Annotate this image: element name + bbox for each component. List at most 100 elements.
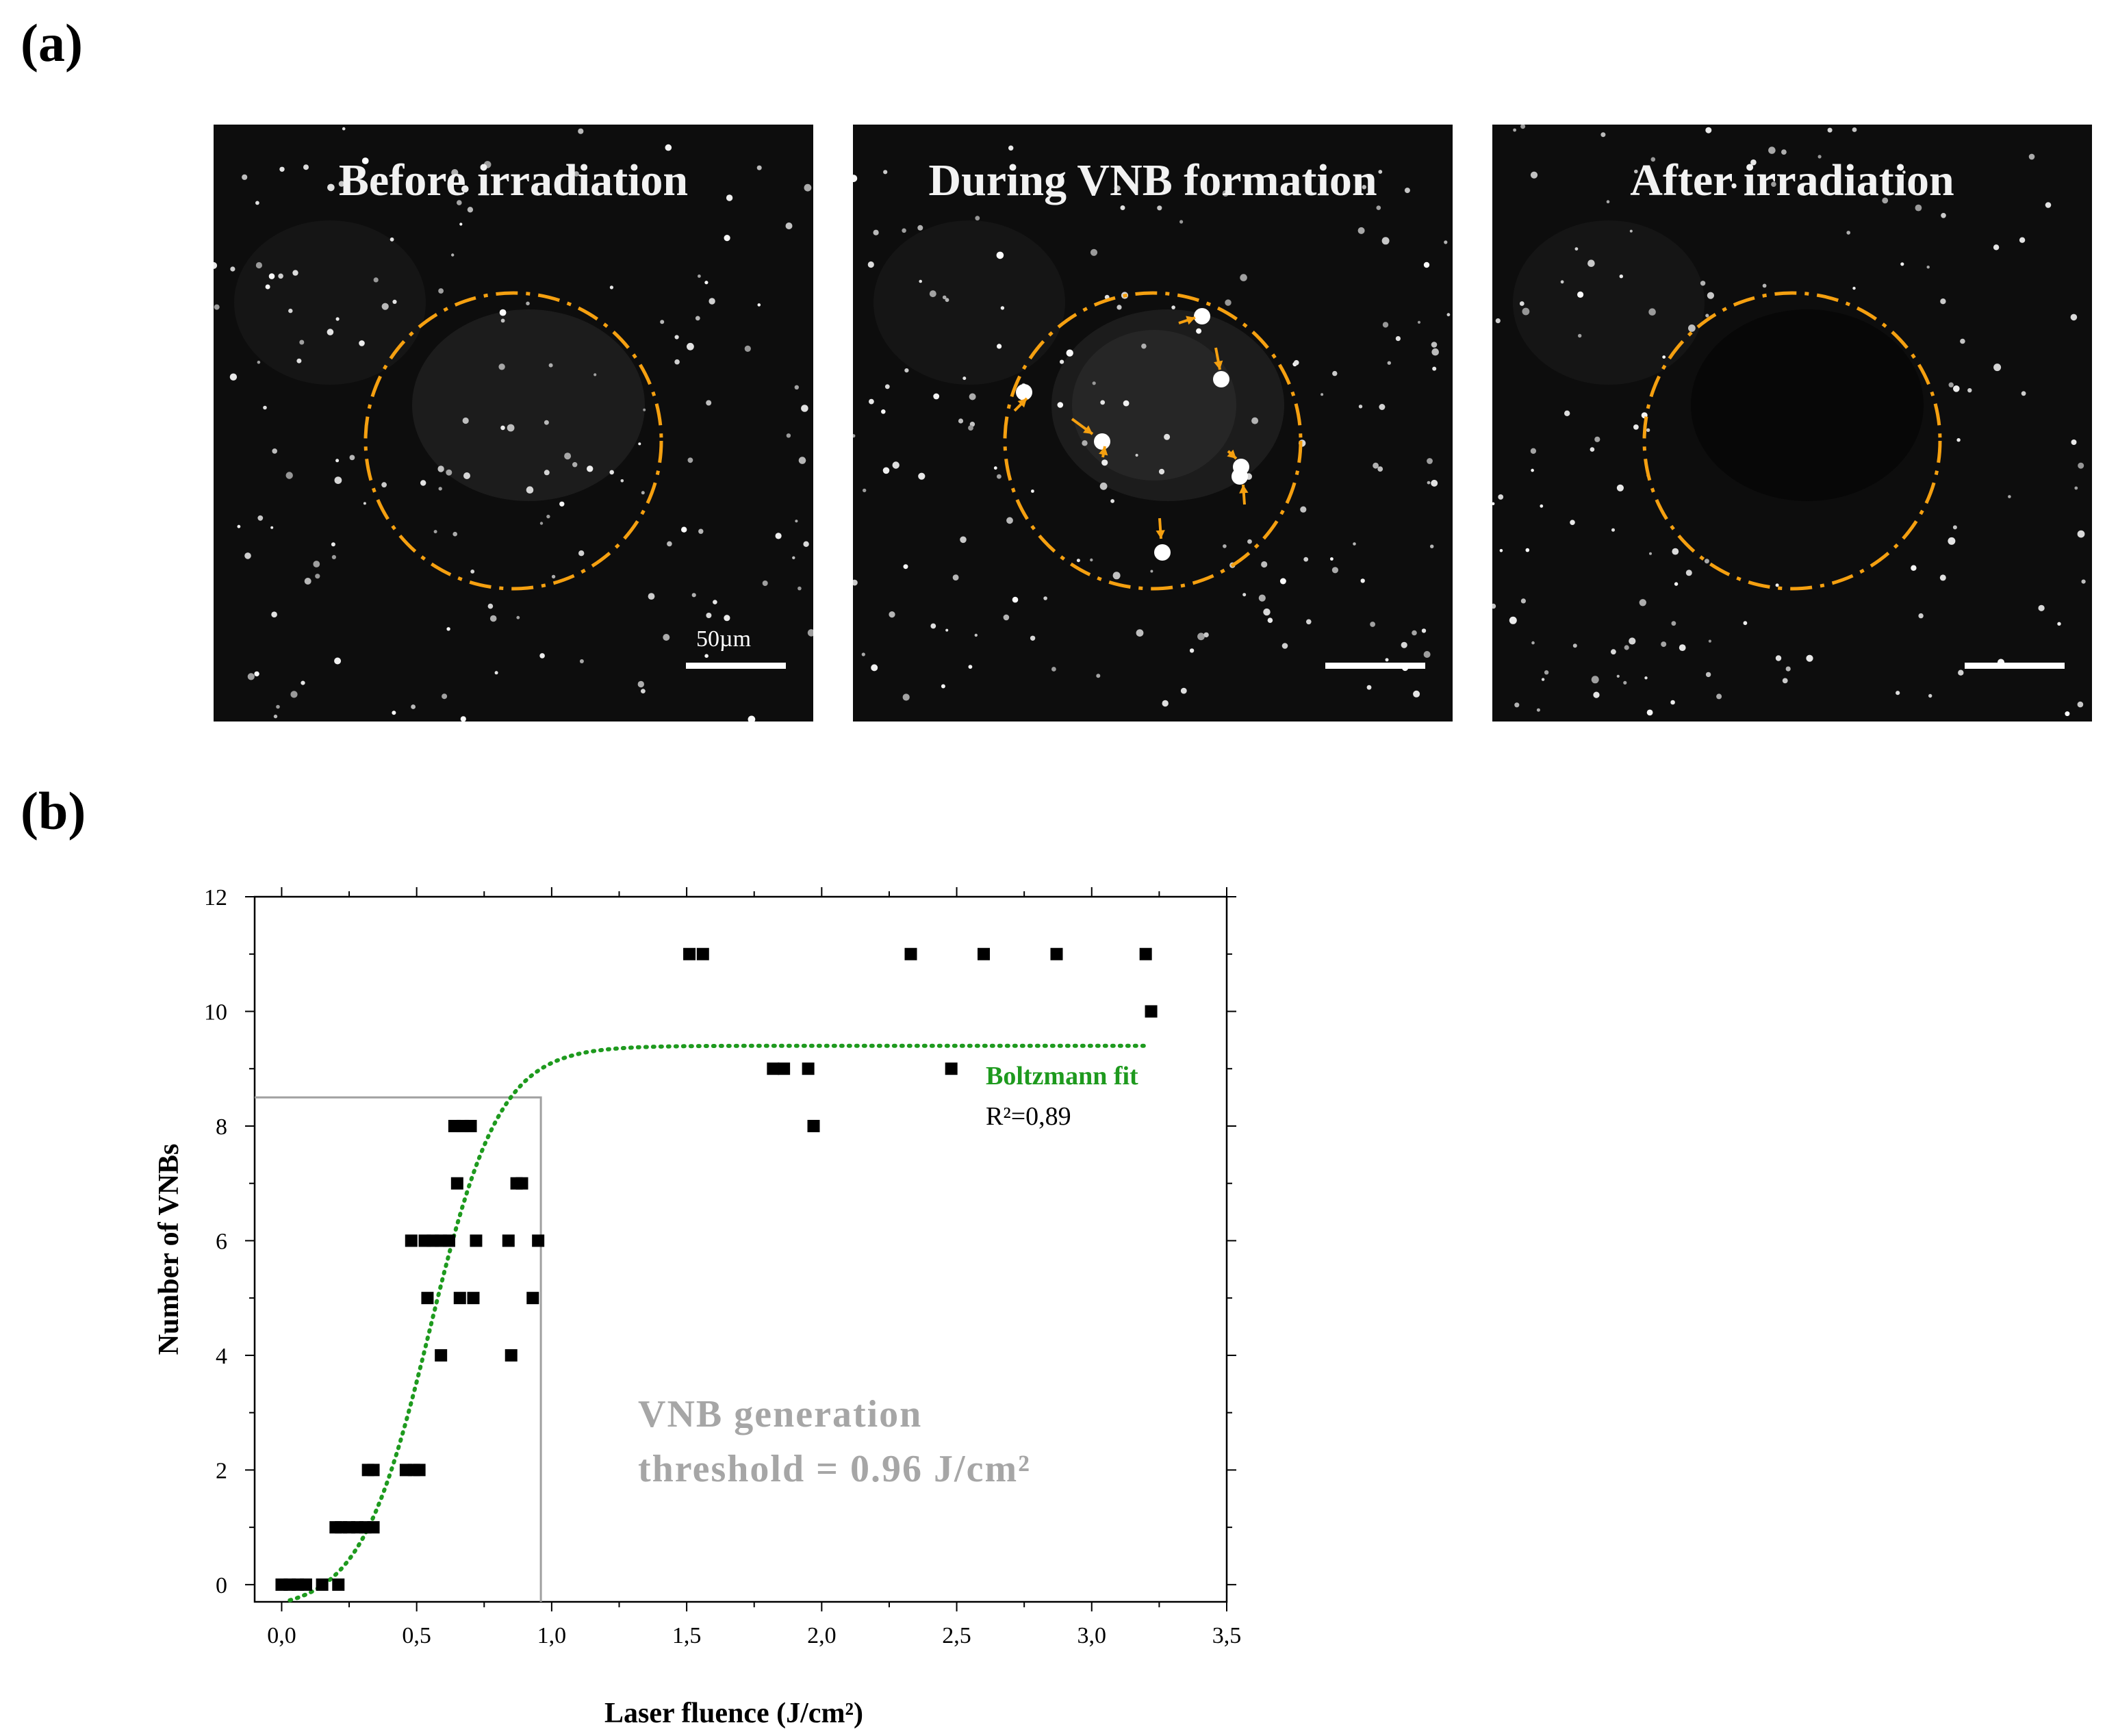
particle-dot [724, 615, 730, 622]
particle-dot [1377, 466, 1383, 472]
particle-dot [687, 457, 693, 463]
particle-dot [1222, 190, 1229, 197]
particle-dot [451, 169, 459, 177]
particle-dot [1008, 145, 1014, 151]
particle-dot [1157, 205, 1162, 211]
particle-dot [1817, 155, 1822, 159]
particle-dot [273, 714, 278, 719]
particle-dot [516, 615, 520, 620]
particle-dot [594, 373, 597, 376]
particle-dot [2070, 314, 2078, 321]
particle-dot [648, 593, 655, 600]
particle-dot [1082, 440, 1088, 446]
particle-dot [1587, 259, 1595, 267]
particle-dot [1331, 567, 1338, 574]
particle-dot [483, 161, 492, 168]
particle-dot [334, 657, 342, 665]
particle-dot [1624, 645, 1629, 650]
particle-dot [572, 462, 578, 468]
particle-dot [1672, 548, 1679, 555]
particle-dot [889, 611, 895, 618]
particle-dot [933, 393, 940, 400]
particle-dot [2077, 701, 2084, 708]
particle-dot [327, 183, 335, 192]
particle-dot [278, 273, 283, 279]
particle-dot [452, 531, 457, 537]
particle-dot [1519, 301, 1524, 306]
particle-dot [1141, 343, 1147, 349]
particle-dot [1600, 132, 1606, 138]
particle-dot [1223, 544, 1227, 548]
particle-dot [437, 465, 444, 472]
particle-dot [2074, 486, 2078, 490]
particle-dot [315, 574, 320, 579]
particle-dot [1499, 549, 1503, 552]
particle-dot [331, 554, 336, 560]
particle-dot [869, 398, 874, 405]
particle-dot [1321, 393, 1324, 396]
particle-dot [853, 434, 856, 438]
particle-dot [544, 420, 549, 425]
particle-dot [1768, 146, 1776, 154]
particle-dot [853, 175, 858, 182]
arrow-head [1186, 316, 1195, 325]
arrow-head [1214, 360, 1223, 370]
particle-dot [1100, 400, 1106, 405]
particle-dot [1646, 709, 1653, 716]
particle-dot [446, 469, 452, 476]
particle-dot [785, 222, 793, 229]
x-tick-label: 2,0 [807, 1623, 837, 1648]
particle-dot [1611, 528, 1615, 532]
particle-dot [1940, 298, 1946, 305]
particle-dot [272, 448, 277, 454]
particle-dot [1960, 338, 1965, 344]
particle-dot [1611, 649, 1616, 655]
particle-dot [681, 526, 687, 533]
particle-dot [578, 128, 584, 134]
particle-dot [1827, 127, 1833, 133]
particle-dot [244, 552, 251, 559]
particle-dot [1114, 185, 1121, 192]
threshold-label-line1: VNB generation [638, 1393, 922, 1435]
data-point [515, 1177, 528, 1190]
particle-dot [1332, 370, 1338, 376]
particle-dot [2065, 711, 2070, 717]
data-point [453, 1292, 466, 1305]
scale-bar [1965, 663, 2065, 669]
particle-dot [1267, 617, 1273, 623]
particle-dot [1958, 669, 1964, 676]
particle-dot [1112, 572, 1121, 580]
particle-dot [546, 514, 550, 519]
x-tick-label: 3,5 [1212, 1623, 1242, 1648]
particle-dot [698, 275, 701, 278]
particle-dot [798, 586, 802, 591]
particle-dot [1370, 622, 1375, 627]
particle-dot [958, 418, 964, 424]
particle-dot [1896, 691, 1900, 695]
particle-dot [1708, 639, 1711, 643]
particle-dot [1387, 361, 1391, 365]
particle-dot [704, 654, 709, 658]
particle-dot [247, 673, 255, 680]
particle-dot [442, 693, 448, 700]
particle-dot [487, 603, 494, 609]
micrograph-before-canvas [214, 127, 813, 722]
particle-dot [313, 561, 320, 567]
data-point [332, 1578, 345, 1591]
particle-dot [993, 466, 997, 470]
particle-dot [884, 384, 890, 390]
particle-dot [1762, 283, 1767, 288]
particle-dot [2077, 530, 2085, 538]
particle-dot [945, 298, 949, 303]
particle-dot [798, 457, 806, 464]
particle-dot [2081, 579, 2086, 584]
particle-dot [1030, 635, 1036, 641]
particle-dot [1225, 299, 1232, 306]
particle-dot [299, 340, 305, 345]
particle-dot [1066, 349, 1073, 357]
particle-dot [641, 689, 646, 693]
y-tick-label: 0 [216, 1573, 227, 1598]
particle-dot [917, 225, 923, 231]
particle-dot [892, 461, 900, 469]
particle-dot [338, 181, 345, 187]
